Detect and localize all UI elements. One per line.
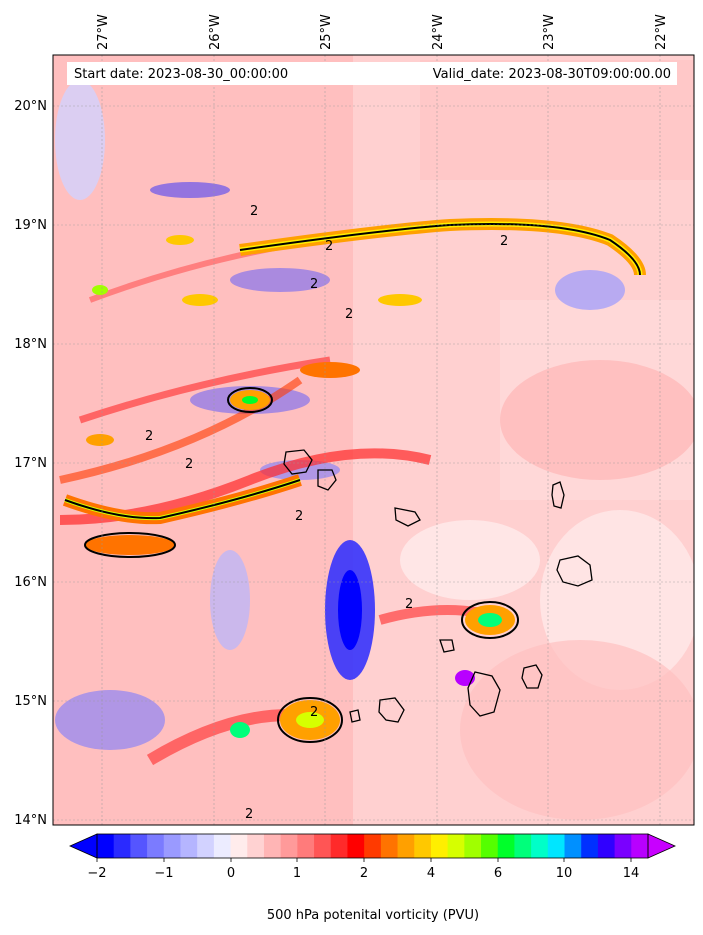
contour-label: 2	[310, 277, 318, 292]
colorbar-tick-label: −1	[154, 866, 173, 881]
colorbar-tick-label: 6	[494, 866, 502, 881]
colorbar-segment	[614, 834, 632, 858]
island-coastlines	[283, 449, 593, 723]
lat-label: 18°N	[14, 337, 47, 352]
colorbar-segment	[414, 834, 432, 858]
colorbar-tick-label: 1	[293, 866, 301, 881]
colorbar-segment	[497, 834, 515, 858]
colorbar-segment	[247, 834, 265, 858]
colorbar-segment	[464, 834, 482, 858]
colorbar-segment	[481, 834, 499, 858]
gridlines	[53, 55, 694, 825]
start-date-label: Start date: 2023-08-30_00:00:00	[74, 67, 288, 82]
colorbar-segment	[531, 834, 549, 858]
colorbar-segment	[197, 834, 215, 858]
lon-label: 22°W	[654, 14, 669, 50]
colorbar-segment	[430, 834, 449, 858]
colorbar: −2 −1 0 1 2 4 6 10 14 500 hPa potenital vorticit…	[69, 833, 676, 923]
colorbar-segments	[97, 834, 649, 858]
colorbar-tick-label: 10	[556, 866, 573, 881]
colorbar-title: 500 hPa potenital vorticity (PVU)	[267, 908, 479, 923]
lat-label: 14°N	[14, 813, 47, 828]
colorbar-segment	[364, 834, 382, 858]
colorbar-tick-label: 14	[623, 866, 640, 881]
map-frame	[52, 54, 695, 826]
colorbar-ticks: −2 −1 0 1 2 4 6 10 14	[87, 858, 639, 881]
contour-label: 2	[345, 307, 353, 322]
colorbar-segment	[147, 834, 165, 858]
colorbar-extend-low	[69, 833, 98, 859]
contour-label: 2	[405, 597, 413, 612]
lat-label: 19°N	[14, 218, 47, 233]
contour-label: 2	[310, 705, 318, 720]
contour-label: 2	[500, 234, 508, 249]
colorbar-segment	[230, 834, 248, 858]
lon-label: 26°W	[208, 14, 223, 50]
colorbar-segment	[347, 834, 365, 858]
lat-label: 15°N	[14, 694, 47, 709]
lat-label: 20°N	[14, 99, 47, 114]
colorbar-segment	[330, 834, 348, 858]
contour-label: 2	[250, 204, 258, 219]
colorbar-segment	[280, 834, 298, 858]
colorbar-segment	[130, 834, 148, 858]
colorbar-frame	[96, 833, 649, 859]
colorbar-segment	[597, 834, 616, 858]
colorbar-tick-label: 2	[360, 866, 368, 881]
colorbar-segment	[97, 834, 115, 858]
colorbar-segment	[297, 834, 315, 858]
contour-label: 2	[185, 457, 193, 472]
colorbar-tick-label: 4	[427, 866, 435, 881]
colorbar-segment	[581, 834, 599, 858]
colorbar-segment	[514, 834, 532, 858]
lon-label: 23°W	[542, 14, 557, 50]
contour-labels: 2 2 2 2 2 2 2 2 2 2 2	[145, 204, 508, 822]
colorbar-segment	[447, 834, 465, 858]
colorbar-segment	[547, 834, 566, 858]
contour-label: 2	[245, 807, 253, 822]
lon-label: 25°W	[319, 14, 334, 50]
lat-label: 16°N	[14, 575, 47, 590]
colorbar-tick-label: −2	[87, 866, 106, 881]
colorbar-segment	[564, 834, 582, 858]
lat-label: 17°N	[14, 456, 47, 471]
colorbar-tick-label: 0	[227, 866, 235, 881]
lat-axis-labels: 20°N 19°N 18°N 17°N 16°N 15°N 14°N	[14, 99, 47, 828]
valid-date-label: Valid_date: 2023-08-30T09:00:00.00	[433, 67, 671, 82]
colorbar-segment	[263, 834, 282, 858]
lon-axis-labels: 27°W 26°W 25°W 24°W 23°W 22°W	[96, 14, 669, 50]
map-panel: 2 2 2 2 2 2 2 2 2 2 2	[53, 55, 694, 825]
colorbar-segment	[180, 834, 198, 858]
colorbar-segment	[397, 834, 415, 858]
lon-label: 27°W	[96, 14, 111, 50]
contour-label: 2	[325, 239, 333, 254]
colorbar-segment	[631, 834, 649, 858]
colorbar-segment	[113, 834, 131, 858]
lon-label: 24°W	[431, 14, 446, 50]
colorbar-segment	[163, 834, 181, 858]
colorbar-extend-high	[647, 833, 676, 859]
contour-label: 2	[295, 509, 303, 524]
colorbar-segment	[213, 834, 232, 858]
contour-label: 2	[145, 429, 153, 444]
colorbar-segment	[380, 834, 399, 858]
info-box: Start date: 2023-08-30_00:00:00 Valid_da…	[67, 62, 677, 85]
colorbar-segment	[314, 834, 332, 858]
